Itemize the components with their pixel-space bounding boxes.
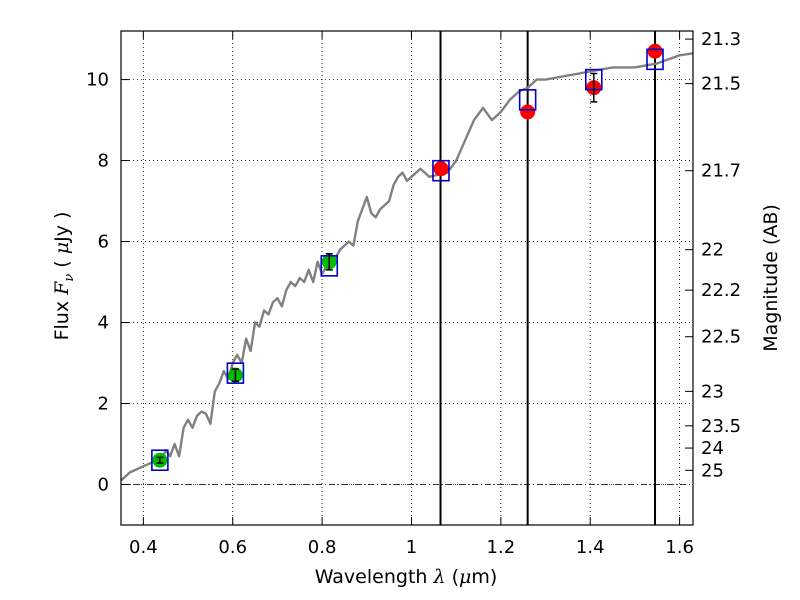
magnitude-tick-label: 24	[701, 438, 724, 459]
magnitude-tick-label: 25	[701, 460, 724, 481]
y-tick-label: 2	[98, 394, 109, 415]
grid	[121, 31, 693, 525]
data-point	[520, 104, 536, 120]
x-tick-label: 0.8	[308, 537, 337, 558]
x-tick-label: 0.4	[129, 537, 158, 558]
y-tick-label: 8	[98, 151, 109, 172]
y-tick-label: 10	[86, 70, 109, 91]
magnitude-tick-label: 22.2	[701, 280, 741, 301]
magnitude-tick-label: 21.3	[701, 29, 741, 50]
magnitude-tick-label: 23	[701, 381, 724, 402]
data-point	[647, 43, 663, 59]
x-tick-label: 1	[406, 537, 417, 558]
x-tick-label: 0.6	[218, 537, 247, 558]
magnitude-tick-label: 22	[701, 240, 724, 261]
model-band-marker	[226, 362, 245, 384]
photometry-points	[151, 43, 664, 472]
magnitude-axis-title: Magnitude (AB)	[760, 204, 782, 352]
model-band-marker	[151, 449, 169, 472]
magnitude-tick-label: 21.7	[701, 161, 741, 182]
model-spectrum-line	[120, 52, 694, 482]
model-band-marker	[432, 159, 450, 182]
y-tick-label: 0	[98, 475, 109, 496]
x-tick-label: 1.2	[487, 537, 516, 558]
plot-frame	[120, 30, 694, 526]
x-axis-title: Wavelength λ (μm)	[315, 566, 498, 588]
magnitude-tick-label: 23.5	[701, 416, 741, 437]
model-band-marker	[518, 89, 537, 111]
y-tick-label: 6	[98, 232, 109, 253]
magnitude-tick-label: 21.5	[701, 74, 741, 95]
axis-ticks: 0.4 0.6 0.8 1 1.2 1.4 1.6024681021.321.521.722…	[86, 29, 741, 558]
y-tick-label: 4	[98, 313, 109, 334]
x-tick-label: 1.6	[665, 537, 694, 558]
y-axis-title: Flux Fν ( μJy )	[51, 212, 77, 341]
model-band-marker	[646, 48, 664, 71]
magnitude-tick-label: 22.5	[701, 327, 741, 348]
filter-lines	[439, 31, 657, 525]
x-tick-label: 1.4	[576, 537, 605, 558]
data-point	[433, 161, 449, 177]
